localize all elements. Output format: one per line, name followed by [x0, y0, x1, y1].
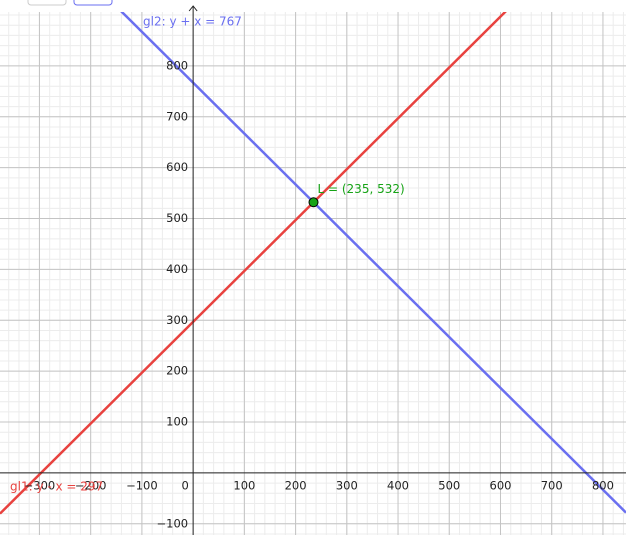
x-tick-label: −300 — [24, 478, 56, 492]
y-tick-label: 100 — [166, 415, 188, 429]
x-tick-label: 600 — [490, 478, 512, 492]
x-tick-label: 0 — [181, 478, 188, 492]
y-tick-label: 600 — [166, 160, 188, 174]
y-tick-label: −100 — [157, 516, 189, 530]
y-tick-label: 300 — [166, 313, 188, 327]
point — [308, 197, 319, 208]
y-tick-label: 800 — [166, 58, 188, 72]
toolbar-button[interactable] — [27, 0, 67, 6]
x-tick-label: 100 — [233, 478, 255, 492]
plot — [0, 12, 626, 515]
line-label: gl1: y - x = 297 — [10, 480, 103, 494]
y-tick-label: 200 — [166, 364, 188, 378]
y-axis-arrow — [188, 5, 198, 12]
y-tick-label: 400 — [166, 262, 188, 276]
x-tick-label: 300 — [336, 478, 358, 492]
x-tick-label: 200 — [285, 478, 307, 492]
function-line — [120, 12, 626, 514]
line-label: gl2: y + x = 767 — [143, 15, 242, 29]
toolbar-bg — [0, 0, 626, 12]
x-tick-label: 700 — [541, 478, 563, 492]
x-tick-label: −100 — [126, 478, 158, 492]
y-tick-label: 700 — [166, 109, 188, 123]
x-tick-label: 500 — [438, 478, 460, 492]
toolbar — [0, 0, 626, 12]
toolbar-button[interactable] — [73, 0, 113, 6]
y-tick-label: 500 — [166, 211, 188, 225]
grid — [0, 12, 626, 535]
x-tick-label: 400 — [387, 478, 409, 492]
point-label: L = (235, 532) — [318, 182, 405, 196]
x-tick-label: −200 — [75, 478, 107, 492]
function-line — [0, 12, 507, 515]
x-tick-label: 800 — [592, 478, 614, 492]
